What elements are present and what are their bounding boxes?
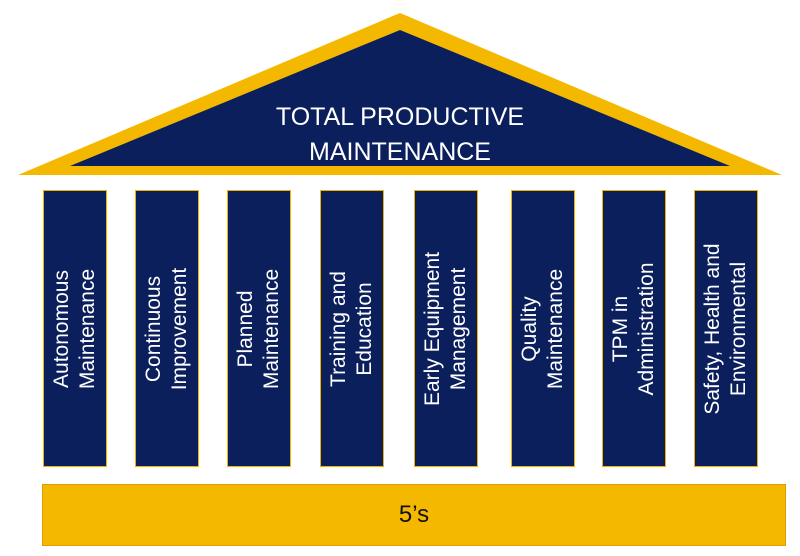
pillar-label: Improvement [168,267,191,390]
roof-title-line-1: TOTAL PRODUCTIVE [275,103,525,131]
foundation-label: 5’s [398,501,430,528]
pillar-quality-maintenance: Quality Maintenance [511,190,575,467]
foundation-5s: 5’s [42,484,786,546]
pillar-tpm-in-administration: TPM in Administration [602,190,666,467]
pillar-label: Education [353,281,376,376]
pillar-continuous-improvement: Continuous Improvement [135,190,199,467]
pillar-label: Continuous [142,275,165,382]
pillar-label: Management [447,267,470,390]
pillar-early-equipment-management: Early Equipment Management [414,190,478,467]
roof-title-line-2: MAINTENANCE [309,138,491,166]
pillar-label: Safety, Health and [701,242,724,415]
pillar-label: Maintenance [544,268,567,389]
pillar-training-and-education: Training and Education [320,190,384,467]
pillar-safety-health-environmental: Safety, Health and Environmental [694,190,758,467]
pillar-label: Planned [234,289,257,368]
pillar-label: Training and [327,270,350,387]
pillar-label: Maintenance [76,268,99,389]
pillar-label: Quality [518,295,541,362]
pillar-label: Environmental [727,261,750,396]
pillar-label: Maintenance [260,268,283,389]
pillar-label: Early Equipment [421,251,444,406]
pillar-label: TPM in [609,295,632,362]
pillar-autonomous-maintenance: Autonomous Maintenance [43,190,107,467]
roof-title: TOTAL PRODUCTIVE MAINTENANCE [200,100,600,170]
roof-triangle [18,13,782,175]
pillar-label: Autonomous [50,269,73,388]
pillar-planned-maintenance: Planned Maintenance [227,190,291,467]
pillar-label: Administration [635,261,658,396]
